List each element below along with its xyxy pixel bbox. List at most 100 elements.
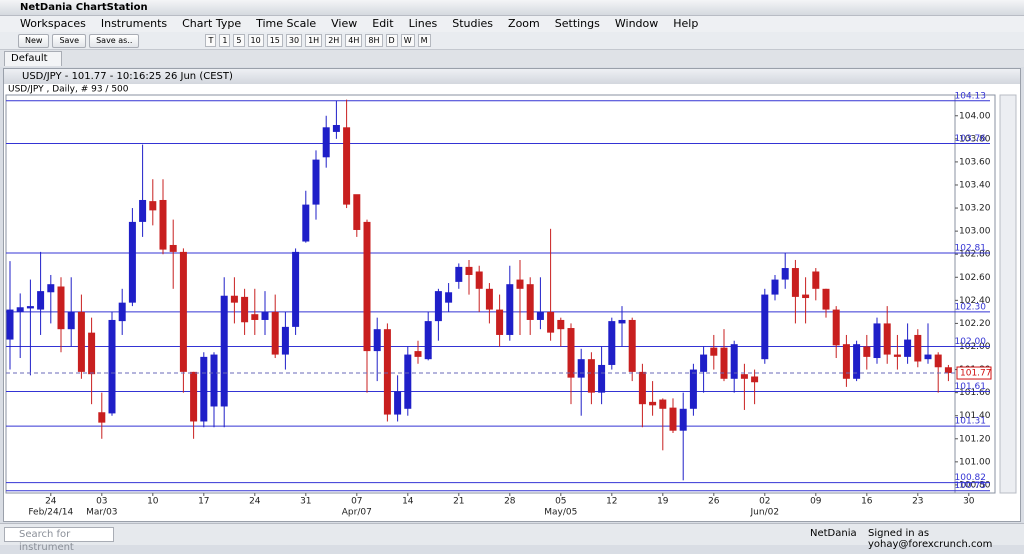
x-tick-label: 09 xyxy=(810,497,822,507)
x-tick-label: 16 xyxy=(861,497,873,507)
period-button[interactable]: 1 xyxy=(219,34,231,47)
level-label: 102.30 xyxy=(955,302,987,312)
y-tick-label: 104.00 xyxy=(959,111,991,121)
candle-body xyxy=(567,328,575,378)
x-month-label: May/05 xyxy=(544,508,577,518)
x-month-label: Mar/03 xyxy=(86,508,117,518)
candle-body xyxy=(220,295,228,407)
menu-item[interactable]: View xyxy=(331,17,358,30)
period-button[interactable]: T xyxy=(205,34,217,47)
menu-item[interactable]: Time Scale xyxy=(256,17,317,30)
candle-body xyxy=(516,279,524,289)
period-button[interactable]: 1H xyxy=(305,34,323,47)
x-tick-label: 23 xyxy=(912,497,923,507)
candle-body xyxy=(720,347,728,379)
level-label: 104.13 xyxy=(955,91,987,101)
candle-body xyxy=(404,354,412,409)
period-button[interactable]: 15 xyxy=(266,34,283,47)
period-button[interactable]: W xyxy=(400,34,415,47)
toolbar-button[interactable]: Save xyxy=(52,33,87,48)
candle-body xyxy=(445,292,453,303)
menu-bar: Workspaces Instruments Chart Type Time Scal… xyxy=(0,16,1024,32)
x-month-label: Feb/24/14 xyxy=(28,508,73,518)
period-button[interactable]: 30 xyxy=(285,34,303,47)
period-button[interactable]: 8H xyxy=(365,34,383,47)
menu-item[interactable]: Studies xyxy=(452,17,494,30)
period-button[interactable]: 10 xyxy=(247,34,264,47)
period-button[interactable]: 5 xyxy=(233,34,245,47)
menu-item[interactable]: Settings xyxy=(554,17,600,30)
candle-body xyxy=(200,356,208,422)
candle-body xyxy=(281,326,289,355)
candle-body xyxy=(893,354,901,357)
candle-body xyxy=(98,412,106,423)
menu-item[interactable]: Help xyxy=(673,17,699,30)
x-tick-label: 02 xyxy=(759,497,770,507)
y-tick-label: 101.00 xyxy=(959,457,991,467)
candle-body xyxy=(934,354,942,368)
candle-body xyxy=(169,244,177,252)
menu-item[interactable]: Zoom xyxy=(508,17,540,30)
level-label: 102.00 xyxy=(955,337,987,347)
tab[interactable]: Default xyxy=(4,51,62,66)
y-tick-label: 101.20 xyxy=(959,434,991,444)
candle-body xyxy=(475,271,483,289)
x-tick-label: 28 xyxy=(504,497,516,507)
menu-item[interactable]: Workspaces xyxy=(20,17,86,30)
candle-body xyxy=(485,288,493,310)
candle-body xyxy=(669,407,677,431)
candle-body xyxy=(496,309,504,335)
candle-body xyxy=(781,268,789,280)
x-tick-label: 10 xyxy=(147,497,159,507)
x-tick-label: 24 xyxy=(249,497,261,507)
chart-title: USD/JPY , Daily, # 93 / 500 xyxy=(8,85,129,95)
candle-body xyxy=(526,284,534,320)
candle-body xyxy=(618,319,626,324)
candle-body xyxy=(373,329,381,352)
x-tick-label: 26 xyxy=(708,497,720,507)
candle-body xyxy=(271,311,279,355)
toolbar-button[interactable]: Save as.. xyxy=(89,33,140,48)
candle-body xyxy=(322,127,330,158)
candle-body xyxy=(608,321,616,365)
candle-body xyxy=(536,311,544,320)
candle-body xyxy=(57,286,65,330)
candle-body xyxy=(740,374,748,379)
toolbar-button[interactable]: New xyxy=(18,33,50,48)
period-button[interactable]: M xyxy=(417,34,431,47)
candle-body xyxy=(383,329,391,415)
candle-body xyxy=(47,284,55,293)
period-button[interactable]: 2H xyxy=(325,34,343,47)
candle-body xyxy=(904,339,912,357)
candle-body xyxy=(700,354,708,372)
candle-body xyxy=(547,311,555,333)
candle-body xyxy=(455,266,463,282)
candle-body xyxy=(577,359,585,378)
scrollbar[interactable] xyxy=(999,94,1017,494)
candle-body xyxy=(587,359,595,393)
candle-body xyxy=(88,332,96,375)
menu-item[interactable]: Window xyxy=(614,17,659,30)
candle-body xyxy=(67,311,75,330)
candle-body xyxy=(353,194,361,230)
candle-body xyxy=(261,311,269,320)
candle-body xyxy=(557,319,565,330)
candle-body xyxy=(842,344,850,379)
last-price-label: 101.77 xyxy=(960,369,992,379)
candle-body xyxy=(210,354,218,407)
candle-body xyxy=(689,369,697,409)
candle-body xyxy=(465,266,473,275)
period-button[interactable]: D xyxy=(385,34,398,47)
x-tick-label: 05 xyxy=(555,497,566,507)
menu-item[interactable]: Edit xyxy=(372,17,394,30)
menu-item[interactable]: Lines xyxy=(408,17,438,30)
menu-item[interactable]: Instruments xyxy=(100,17,168,30)
candle-body xyxy=(343,127,351,205)
candle-body xyxy=(108,319,116,414)
candle-body xyxy=(190,371,198,422)
menu-item[interactable]: Chart Type xyxy=(182,17,242,30)
x-tick-label: 12 xyxy=(606,497,617,507)
provider: NetDania xyxy=(810,528,857,539)
candle-body xyxy=(761,294,769,360)
period-button[interactable]: 4H xyxy=(345,34,363,47)
